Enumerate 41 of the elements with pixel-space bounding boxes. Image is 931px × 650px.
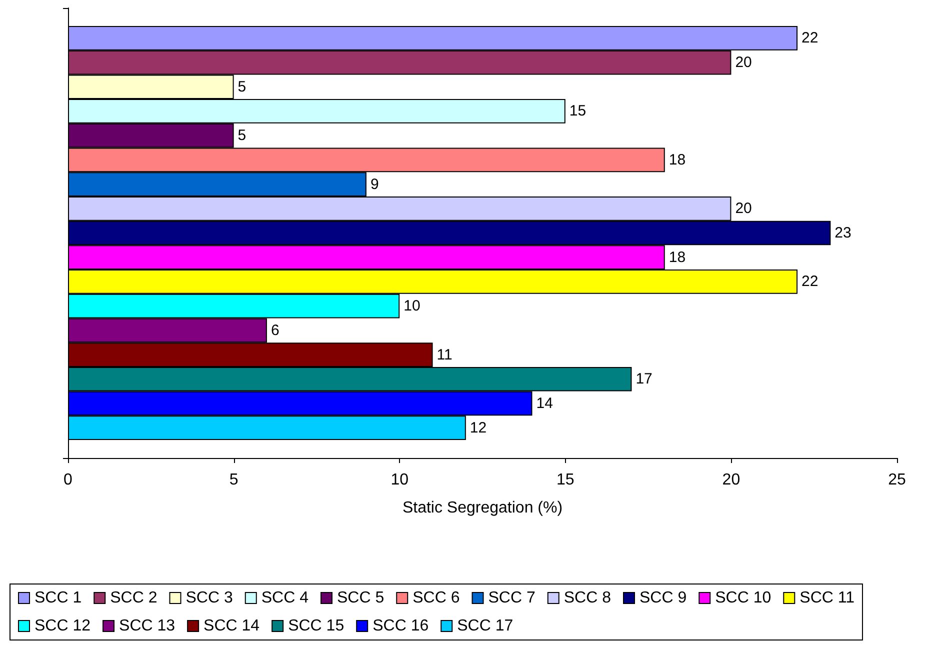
data-label: 17	[636, 370, 652, 388]
legend-label: SCC 11	[800, 590, 855, 606]
legend-label: SCC 8	[564, 590, 612, 606]
legend-label: SCC 6	[412, 590, 460, 606]
x-tick-label: 5	[229, 472, 238, 488]
legend-label: SCC 1	[34, 590, 82, 606]
legend-label: SCC 9	[640, 590, 687, 606]
legend-label: SCC 3	[186, 590, 233, 606]
legend-label: SCC 12	[34, 618, 91, 634]
data-label: 22	[802, 273, 818, 290]
data-label: 6	[270, 322, 280, 339]
x-tick-label: 25	[888, 472, 906, 488]
x-tick-label: 10	[390, 472, 409, 488]
legend-label: SCC 13	[119, 618, 176, 634]
data-label: 14	[536, 394, 553, 412]
x-tick-label: 0	[64, 472, 73, 488]
data-label: 23	[834, 224, 852, 242]
data-label: 15	[569, 102, 586, 120]
legend-label: SCC 4	[261, 590, 309, 606]
data-label: 18	[668, 151, 686, 168]
data-label: 12	[470, 419, 487, 436]
data-label: 10	[404, 298, 420, 315]
data-label: 20	[735, 200, 752, 218]
legend-label: SCC 5	[337, 590, 384, 606]
data-label: 5	[238, 78, 246, 96]
x-tick-label: 15	[556, 472, 574, 488]
legend-label: SCC 10	[715, 590, 772, 606]
x-tick-label: 20	[722, 472, 740, 488]
data-label: 22	[802, 30, 818, 47]
legend-label: SCC 16	[372, 618, 429, 634]
data-label: 11	[436, 346, 452, 364]
legend-label: SCC 14	[204, 618, 260, 634]
legend-label: SCC 2	[110, 590, 158, 606]
data-label: 18	[668, 248, 686, 266]
legend-label: SCC 17	[457, 618, 514, 634]
data-label: 5	[238, 127, 246, 144]
data-label: 20	[735, 54, 752, 72]
x-axis-title: Static Segregation (%)	[402, 500, 563, 516]
legend-label: SCC 7	[488, 590, 536, 606]
data-label: 9	[370, 176, 379, 193]
legend-label: SCC 15	[288, 618, 344, 634]
